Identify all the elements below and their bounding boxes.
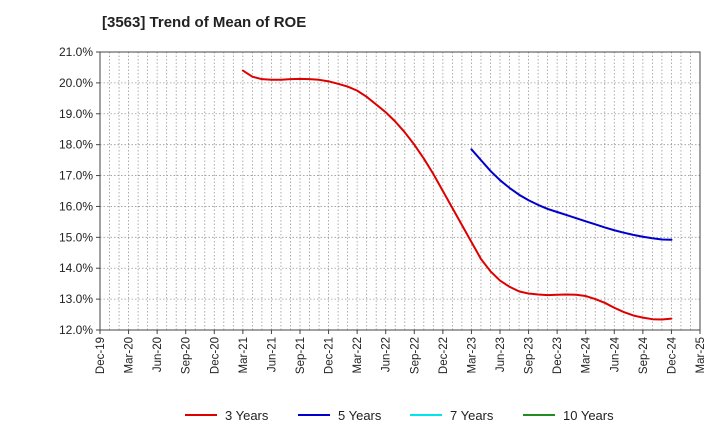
legend-label-7-years: 7 Years: [450, 408, 494, 423]
x-tick-label: Sep-22: [409, 337, 421, 374]
y-tick-label: 21.0%: [59, 45, 93, 59]
x-tick-label: Jun-23: [495, 337, 507, 372]
x-tick-label: Sep-24: [638, 336, 650, 374]
y-tick-label: 20.0%: [59, 76, 93, 90]
x-tick-label: Jun-21: [266, 337, 278, 372]
axes: 12.0% 13.0% 14.0% 15.0% 16.0% 17.0% 18.0% 19.0%…: [59, 45, 707, 374]
y-tick-label: 14.0%: [59, 261, 93, 275]
x-tick-label: Sep-20: [181, 337, 193, 374]
x-tick-label: Mar-23: [466, 337, 478, 373]
x-tick-label: Jun-20: [152, 337, 164, 372]
x-tick-label: Mar-25: [695, 337, 707, 373]
legend-label-5-years: 5 Years: [338, 408, 382, 423]
x-tick-label: Dec-21: [324, 337, 336, 374]
x-tick-label: Dec-20: [209, 337, 221, 374]
legend-label-3-years: 3 Years: [225, 408, 269, 423]
x-tick-label: Dec-22: [438, 337, 450, 374]
y-tick-label: 19.0%: [59, 107, 93, 121]
y-tick-label: 15.0%: [59, 230, 93, 244]
y-tick-label: 17.0%: [59, 169, 93, 183]
series-lines: [241, 69, 673, 321]
plot-frame: [99, 51, 701, 331]
series-line-5-years: [470, 148, 673, 241]
x-tick-label: Jun-22: [381, 337, 393, 372]
chart-title: [3563] Trend of Mean of ROE: [102, 14, 307, 31]
x-tick-label: Sep-21: [295, 337, 307, 374]
grid: [99, 51, 701, 331]
series-line-3-years: [241, 69, 673, 321]
x-tick-label: Mar-24: [581, 336, 593, 373]
x-tick-label: Mar-21: [238, 337, 250, 373]
legend-label-10-years: 10 Years: [563, 408, 614, 423]
y-tick-label: 16.0%: [59, 199, 93, 213]
x-tick-label: Jun-24: [609, 336, 621, 372]
x-tick-label: Sep-23: [524, 337, 536, 374]
x-tick-label: Dec-23: [552, 337, 564, 374]
legend: 3 Years 5 Years 7 Years 10 Years: [185, 408, 614, 423]
x-tick-label: Mar-20: [124, 337, 136, 373]
x-tick-label: Dec-19: [95, 337, 107, 374]
y-tick-label: 13.0%: [59, 292, 93, 306]
x-tick-label: Dec-24: [666, 336, 678, 374]
y-tick-label: 12.0%: [59, 323, 93, 337]
x-tick-label: Mar-22: [352, 337, 364, 373]
y-tick-label: 18.0%: [59, 138, 93, 152]
